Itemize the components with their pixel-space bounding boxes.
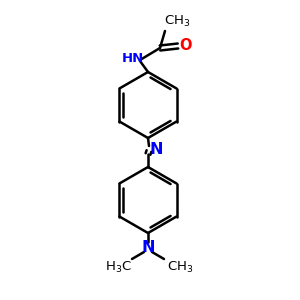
- Text: CH$_3$: CH$_3$: [167, 260, 193, 274]
- Text: O: O: [179, 38, 191, 53]
- Text: H$_3$C: H$_3$C: [105, 260, 131, 274]
- Text: CH$_3$: CH$_3$: [164, 14, 190, 28]
- Text: N: N: [141, 239, 155, 254]
- Text: N: N: [149, 142, 163, 157]
- Text: HN: HN: [122, 52, 144, 64]
